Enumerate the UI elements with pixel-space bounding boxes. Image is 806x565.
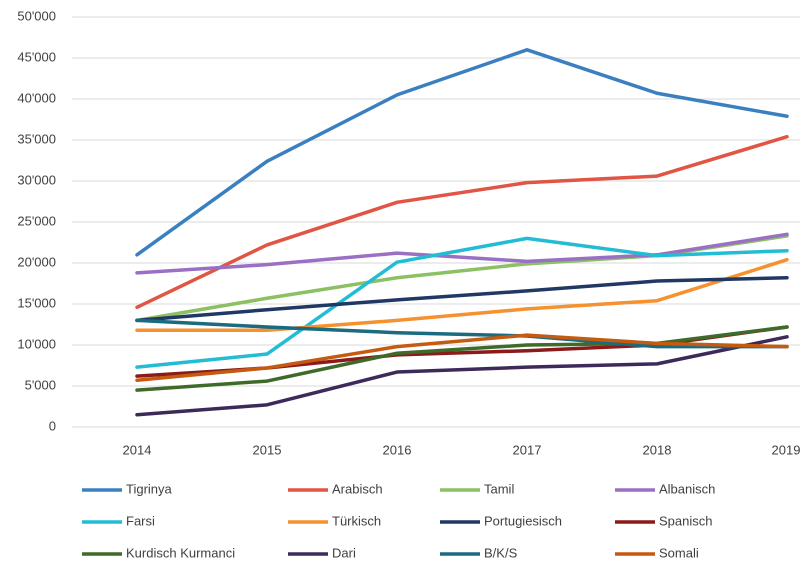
series-line [135, 333, 789, 383]
series-line [135, 257, 789, 332]
series-line [135, 318, 789, 349]
series-line [135, 134, 789, 310]
y-tick-label: 30'000 [17, 172, 56, 187]
legend-label: Spanisch [659, 513, 712, 528]
x-tick-label: 2015 [253, 442, 282, 457]
legend-label: Türkisch [332, 513, 381, 528]
x-tick-label: 2019 [772, 442, 801, 457]
series-line [135, 232, 789, 275]
y-tick-label: 10'000 [17, 336, 56, 351]
legend-label: Portugiesisch [484, 513, 562, 528]
y-tick-label: 15'000 [17, 295, 56, 310]
y-tick-label: 5'000 [25, 377, 56, 392]
legend-label: Kurdisch Kurmanci [126, 545, 235, 560]
legend-label: Arabisch [332, 481, 383, 496]
x-tick-label: 2016 [383, 442, 412, 457]
series-line [135, 325, 789, 392]
series-line [135, 48, 789, 257]
y-tick-label: 20'000 [17, 254, 56, 269]
legend-label: Tamil [484, 481, 514, 496]
x-tick-label: 2018 [643, 442, 672, 457]
x-tick-label: 2014 [123, 442, 152, 457]
legend-label: Farsi [126, 513, 155, 528]
y-tick-label: 35'000 [17, 131, 56, 146]
legend-label: Tigrinya [126, 481, 173, 496]
y-tick-label: 50'000 [17, 8, 56, 23]
y-tick-label: 0 [49, 418, 56, 433]
legend-label: B/K/S [484, 545, 518, 560]
series-line [135, 335, 789, 417]
y-tick-label: 45'000 [17, 49, 56, 64]
legend-label: Dari [332, 545, 356, 560]
series-line [135, 276, 789, 323]
y-tick-label: 40'000 [17, 90, 56, 105]
series-line [135, 236, 789, 369]
legend-label: Somali [659, 545, 699, 560]
x-tick-label: 2017 [513, 442, 542, 457]
y-tick-label: 25'000 [17, 213, 56, 228]
legend-label: Albanisch [659, 481, 715, 496]
